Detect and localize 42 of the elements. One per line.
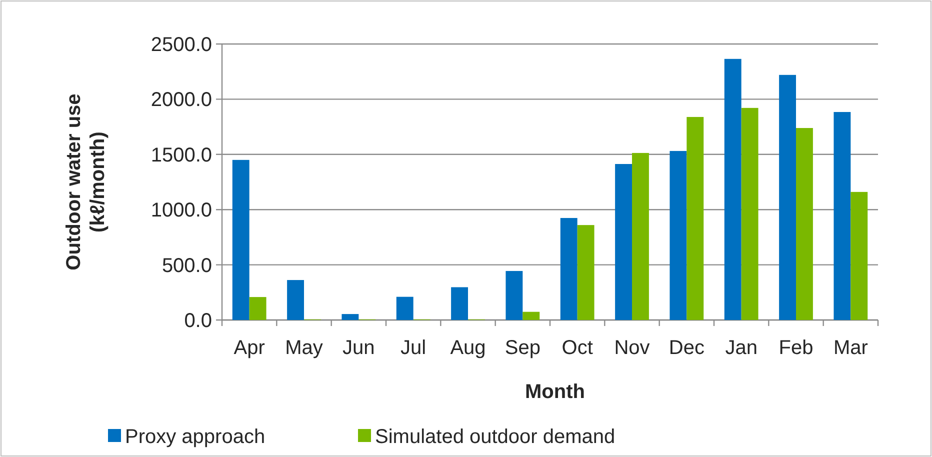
- bar: [670, 150, 687, 320]
- bar: [506, 270, 523, 320]
- x-tick-label: Oct: [562, 337, 594, 359]
- x-tick-label: Dec: [668, 337, 704, 359]
- bar: [287, 280, 304, 320]
- x-tick-label: Apr: [234, 337, 266, 359]
- bar: [451, 287, 468, 320]
- y-tick-label: 2000.0: [150, 89, 212, 112]
- bar: [577, 225, 594, 320]
- bar: [615, 164, 632, 320]
- bar: [834, 112, 851, 320]
- x-tick-label: Jan: [725, 337, 758, 359]
- x-tick-label: Sep: [504, 337, 540, 359]
- bar: [342, 314, 359, 320]
- x-tick-label: Jul: [400, 337, 426, 359]
- x-tick-label: May: [285, 337, 323, 359]
- y-tick-label: 500.0: [162, 254, 212, 277]
- bar: [850, 192, 868, 320]
- bar: [232, 160, 250, 320]
- y-axis-title: Outdoor water use (kℓ/month): [63, 94, 109, 270]
- bar: [396, 296, 414, 320]
- bar: [779, 74, 796, 320]
- y-tick-label: 2500.0: [150, 34, 212, 56]
- x-tick-label: Nov: [614, 337, 650, 359]
- bar: [724, 58, 742, 320]
- y-tick-label: 1000.0: [150, 200, 212, 222]
- bar: [560, 218, 578, 320]
- bar: [741, 108, 758, 320]
- x-tick-label: Aug: [450, 337, 486, 359]
- bar: [522, 312, 540, 320]
- y-tick-label: 1500.0: [150, 144, 212, 166]
- y-tick-label: 0.0: [184, 310, 212, 332]
- x-tick-label: Feb: [778, 337, 814, 359]
- legend-label: Simulated outdoor demand: [375, 426, 616, 448]
- bar: [632, 152, 649, 320]
- x-tick-label: Jun: [342, 337, 375, 359]
- bar: [249, 297, 266, 320]
- legend-label: Proxy approach: [125, 426, 266, 448]
- x-axis-title: Month: [525, 381, 585, 403]
- x-tick-label: Mar: [833, 337, 868, 359]
- bar: [686, 116, 704, 320]
- bar: [796, 128, 813, 320]
